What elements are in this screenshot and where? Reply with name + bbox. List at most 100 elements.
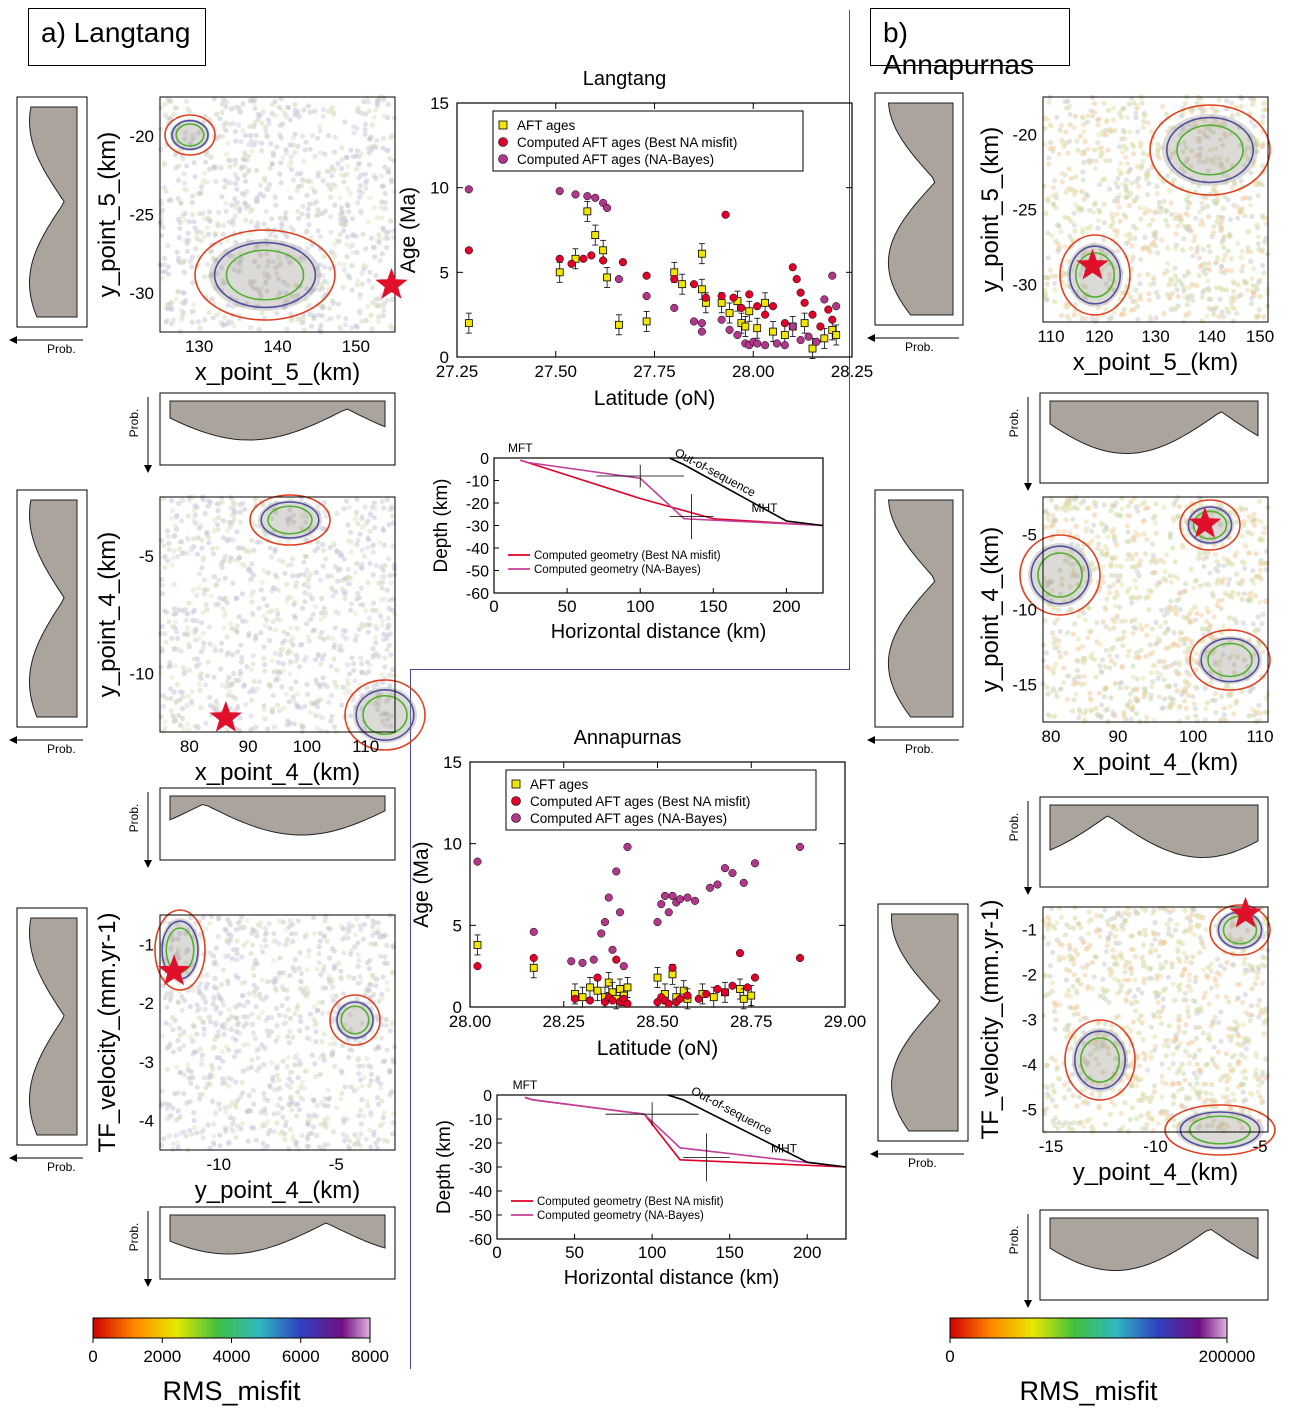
sample-dot	[280, 661, 286, 667]
sample-dot	[348, 549, 354, 555]
sample-dot	[350, 216, 356, 222]
sample-dot	[1199, 200, 1205, 206]
data-point-best	[618, 258, 627, 267]
sample-dot	[1108, 314, 1114, 321]
sample-dot	[1231, 202, 1237, 208]
sample-dot	[186, 1075, 192, 1081]
sample-dot	[181, 725, 187, 732]
sample-dot	[301, 559, 307, 565]
sample-dot	[168, 989, 174, 995]
sample-dot	[318, 610, 324, 616]
sample-dot	[244, 939, 250, 945]
sample-dot	[1052, 286, 1058, 292]
sample-dot	[277, 132, 283, 138]
sample-dot	[220, 967, 226, 973]
sample-dot	[1231, 662, 1237, 668]
sample-dot	[223, 1128, 229, 1134]
sample-dot	[366, 1082, 372, 1088]
sample-dot	[1171, 177, 1177, 183]
sample-dot	[1091, 499, 1098, 506]
sample-dot	[239, 164, 245, 170]
sample-dot	[1142, 234, 1148, 240]
sample-dot	[204, 972, 210, 978]
sample-dot	[177, 931, 183, 937]
sample-dot	[340, 284, 346, 290]
sample-dot	[377, 613, 384, 619]
sample-dot	[330, 998, 336, 1004]
sample-dot	[1136, 183, 1142, 190]
y-axis-label: y_point_4_(km)	[977, 527, 1004, 692]
contour-blue	[1069, 245, 1122, 305]
sample-dot	[173, 1117, 179, 1123]
sample-dot	[384, 647, 390, 653]
sample-dot	[1133, 287, 1139, 293]
sample-dot	[267, 638, 273, 644]
sample-dot	[290, 694, 296, 700]
sample-dot	[1128, 618, 1134, 624]
sample-dot	[293, 1139, 299, 1145]
sample-dot	[191, 507, 197, 513]
sample-dot	[172, 718, 178, 724]
sample-dot	[1256, 307, 1262, 313]
sample-dot	[1234, 571, 1240, 577]
sample-dot	[160, 703, 166, 710]
sample-dot	[279, 984, 285, 990]
sample-dot	[237, 269, 243, 275]
sample-dot	[158, 664, 164, 670]
sample-dot	[248, 132, 254, 139]
sample-dot	[345, 567, 351, 573]
sample-dot	[372, 506, 378, 512]
sample-dot	[1081, 196, 1087, 202]
sample-dot	[1249, 213, 1255, 220]
sample-dot	[282, 1136, 288, 1142]
sample-dot	[1091, 147, 1097, 153]
sample-dot	[187, 219, 193, 225]
sample-dot	[1114, 232, 1120, 239]
sample-dot	[196, 682, 202, 688]
x-tick-label: 28.00	[732, 362, 775, 381]
sample-dot	[204, 673, 211, 679]
sample-dot	[371, 1132, 377, 1138]
sample-dot	[1069, 237, 1075, 243]
sample-dot	[256, 326, 262, 332]
y-tick-label: -60	[469, 1232, 492, 1249]
sample-dot	[358, 1131, 364, 1137]
sample-dot	[211, 674, 217, 680]
data-point-best	[702, 989, 711, 998]
sample-dot	[381, 307, 387, 313]
sample-dot	[1241, 591, 1248, 597]
y-tick-label: 5	[440, 263, 449, 282]
data-point-bayes	[697, 319, 706, 328]
sample-dot	[1229, 589, 1236, 596]
sample-dot	[190, 587, 196, 593]
sample-dot	[348, 607, 354, 613]
sample-dot	[313, 213, 319, 219]
sample-dot	[249, 1011, 255, 1017]
sample-dot	[191, 302, 197, 308]
sample-dot	[241, 1042, 247, 1048]
sample-dot	[1202, 685, 1208, 691]
sample-dot	[387, 683, 393, 689]
sample-dot	[1264, 709, 1270, 715]
sample-dot	[370, 549, 376, 555]
sample-dot	[1153, 290, 1160, 296]
sample-dot	[342, 322, 348, 328]
sample-dot	[1218, 268, 1224, 275]
sample-dot	[1211, 307, 1217, 313]
sample-dot	[296, 1057, 302, 1063]
sample-dot	[207, 641, 213, 647]
sample-dot	[210, 315, 216, 321]
legend-label: Computed AFT ages (Best NA misfit)	[530, 794, 750, 809]
sample-dot	[313, 677, 319, 683]
sample-dot	[1256, 498, 1262, 504]
sample-dot	[175, 1038, 181, 1044]
sample-dot	[383, 699, 389, 705]
sample-dot	[292, 131, 298, 137]
sample-dot	[1080, 169, 1086, 175]
sample-dot	[1147, 222, 1153, 228]
sample-dot	[1084, 526, 1090, 532]
sample-dot	[1112, 127, 1118, 133]
sample-dot	[285, 516, 291, 522]
sample-dot	[359, 547, 365, 553]
data-point-bayes	[795, 842, 805, 851]
